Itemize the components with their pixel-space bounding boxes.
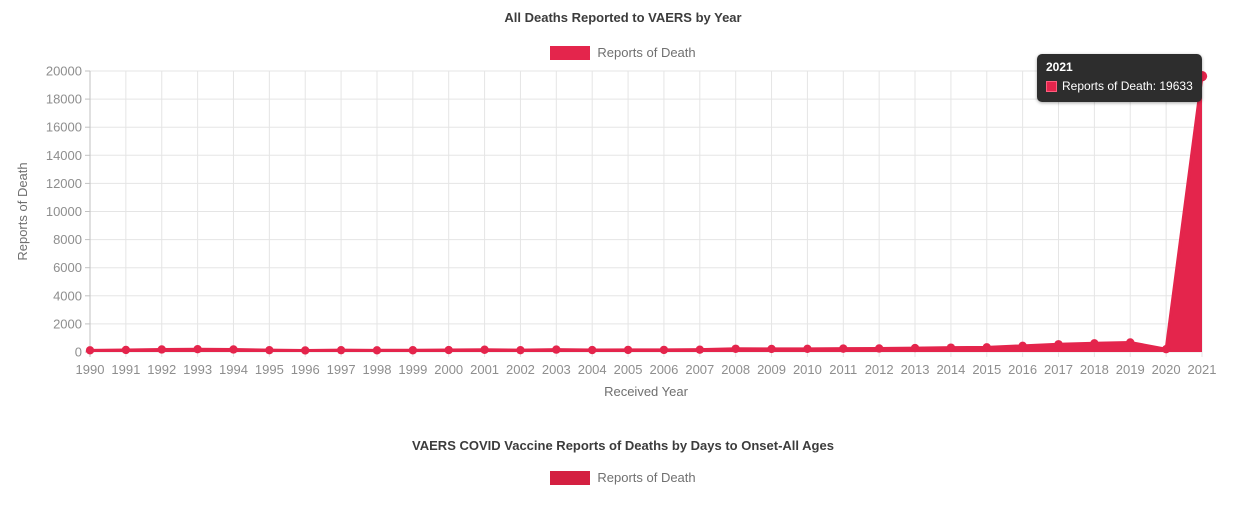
data-point-2015[interactable] [982, 343, 991, 352]
x-tick-label: 2006 [649, 362, 678, 377]
x-tick-label: 2012 [865, 362, 894, 377]
data-point-1992[interactable] [157, 345, 166, 354]
x-tick-label: 2002 [506, 362, 535, 377]
chart2-legend-swatch-icon [550, 470, 591, 485]
chart2-title: VAERS COVID Vaccine Reports of Deaths by… [412, 438, 834, 453]
chart1-legend[interactable]: Reports of Death [0, 45, 1246, 60]
x-tick-label: 2008 [721, 362, 750, 377]
chart1-legend-swatch-icon [550, 45, 591, 60]
chart1-title: All Deaths Reported to VAERS by Year [504, 10, 742, 25]
chart2-legend-label: Reports of Death [597, 470, 696, 485]
tooltip-series-swatch-icon [1046, 80, 1057, 92]
data-point-2016[interactable] [1018, 341, 1027, 351]
chart2-legend[interactable]: Reports of Death [0, 470, 1246, 485]
data-point-1995[interactable] [265, 345, 274, 355]
data-point-2010[interactable] [803, 344, 812, 354]
y-tick-label: 0 [75, 345, 82, 360]
x-tick-label: 2001 [470, 362, 499, 377]
x-tick-label: 1994 [219, 362, 248, 377]
x-tick-label: 2016 [1008, 362, 1037, 377]
data-point-2001[interactable] [480, 345, 489, 354]
data-point-1999[interactable] [408, 346, 418, 355]
x-tick-label: 1997 [327, 362, 356, 377]
x-tick-label: 2013 [901, 362, 930, 377]
y-tick-label: 14000 [46, 148, 82, 163]
y-tick-label: 10000 [46, 204, 82, 219]
x-tick-label: 2009 [757, 362, 786, 377]
chart1-plot-area[interactable]: 0 2000 4000 6000 8000 10000 12000 14000 16000 180… [0, 0, 1246, 420]
data-point-2006[interactable] [659, 345, 669, 355]
x-tick-label: 2017 [1044, 362, 1073, 377]
area-fill [90, 76, 1202, 353]
data-point-2003[interactable] [552, 345, 561, 354]
x-tick-label: 2015 [972, 362, 1001, 377]
data-point-2020[interactable] [1161, 344, 1171, 354]
x-tick-label: 2000 [434, 362, 463, 377]
data-point-2008[interactable] [731, 344, 740, 353]
x-tick-label: 2011 [829, 362, 857, 377]
x-tick-label: 2019 [1116, 362, 1145, 377]
x-tick-label: 2021 [1188, 362, 1217, 377]
data-point-2011[interactable] [839, 344, 848, 353]
x-tick-label: 2020 [1152, 362, 1181, 377]
tooltip-year: 2021 [1046, 60, 1073, 74]
data-point-2002[interactable] [516, 345, 525, 355]
data-point-2017[interactable] [1054, 340, 1063, 349]
x-tick-label: 1992 [147, 362, 176, 377]
data-point-2013[interactable] [910, 343, 920, 353]
x-tick-label: 2003 [542, 362, 571, 377]
chart1-legend-label: Reports of Death [597, 45, 696, 60]
x-tick-label: 2004 [578, 362, 607, 377]
data-point-1993[interactable] [193, 344, 202, 354]
data-point-2005[interactable] [623, 345, 633, 355]
y-tick-label: 12000 [46, 176, 82, 191]
data-point-1996[interactable] [301, 346, 310, 355]
data-point-1997[interactable] [336, 345, 346, 355]
y-tick-label: 4000 [53, 288, 82, 303]
y-tick-label: 8000 [53, 232, 82, 247]
y-tick-label: 6000 [53, 260, 82, 275]
data-point-1990[interactable] [85, 346, 95, 355]
x-tick-label: 2005 [614, 362, 643, 377]
x-tick-label: 1990 [76, 362, 105, 377]
data-point-2018[interactable] [1090, 339, 1099, 348]
data-point-2012[interactable] [874, 344, 884, 353]
data-point-1991[interactable] [121, 345, 131, 355]
x-tick-label: 1993 [183, 362, 212, 377]
x-tick-label: 2018 [1080, 362, 1109, 377]
tooltip-value-label: Reports of Death: 19633 [1062, 78, 1193, 93]
area-line [89, 75, 1204, 352]
data-point-1998[interactable] [372, 346, 382, 355]
x-tick-label: 1995 [255, 362, 284, 377]
x-tick-label: 2014 [936, 362, 965, 377]
y-tick-label: 18000 [46, 92, 82, 107]
y-tick-label: 20000 [46, 64, 82, 79]
x-tick-label: 2007 [685, 362, 714, 377]
x-axis-title: Received Year [604, 384, 689, 399]
data-point-2014[interactable] [946, 343, 956, 352]
x-tick-label: 1991 [111, 362, 140, 377]
y-tick-label: 16000 [46, 120, 82, 135]
x-tick-label: 2010 [793, 362, 822, 377]
y-tick-label: 2000 [53, 316, 82, 331]
data-point-2019[interactable] [1126, 338, 1135, 347]
y-axis-title: Reports of Death [15, 162, 30, 260]
tooltip: 2021 Reports of Death: 19633 [1037, 54, 1202, 102]
data-point-2000[interactable] [444, 345, 453, 355]
data-point-1994[interactable] [229, 345, 238, 354]
x-tick-label: 1996 [291, 362, 320, 377]
data-point-2004[interactable] [587, 345, 597, 355]
data-point-2007[interactable] [695, 345, 705, 354]
x-tick-label: 1999 [398, 362, 427, 377]
x-tick-label: 1998 [363, 362, 392, 377]
data-point-2009[interactable] [767, 344, 776, 354]
